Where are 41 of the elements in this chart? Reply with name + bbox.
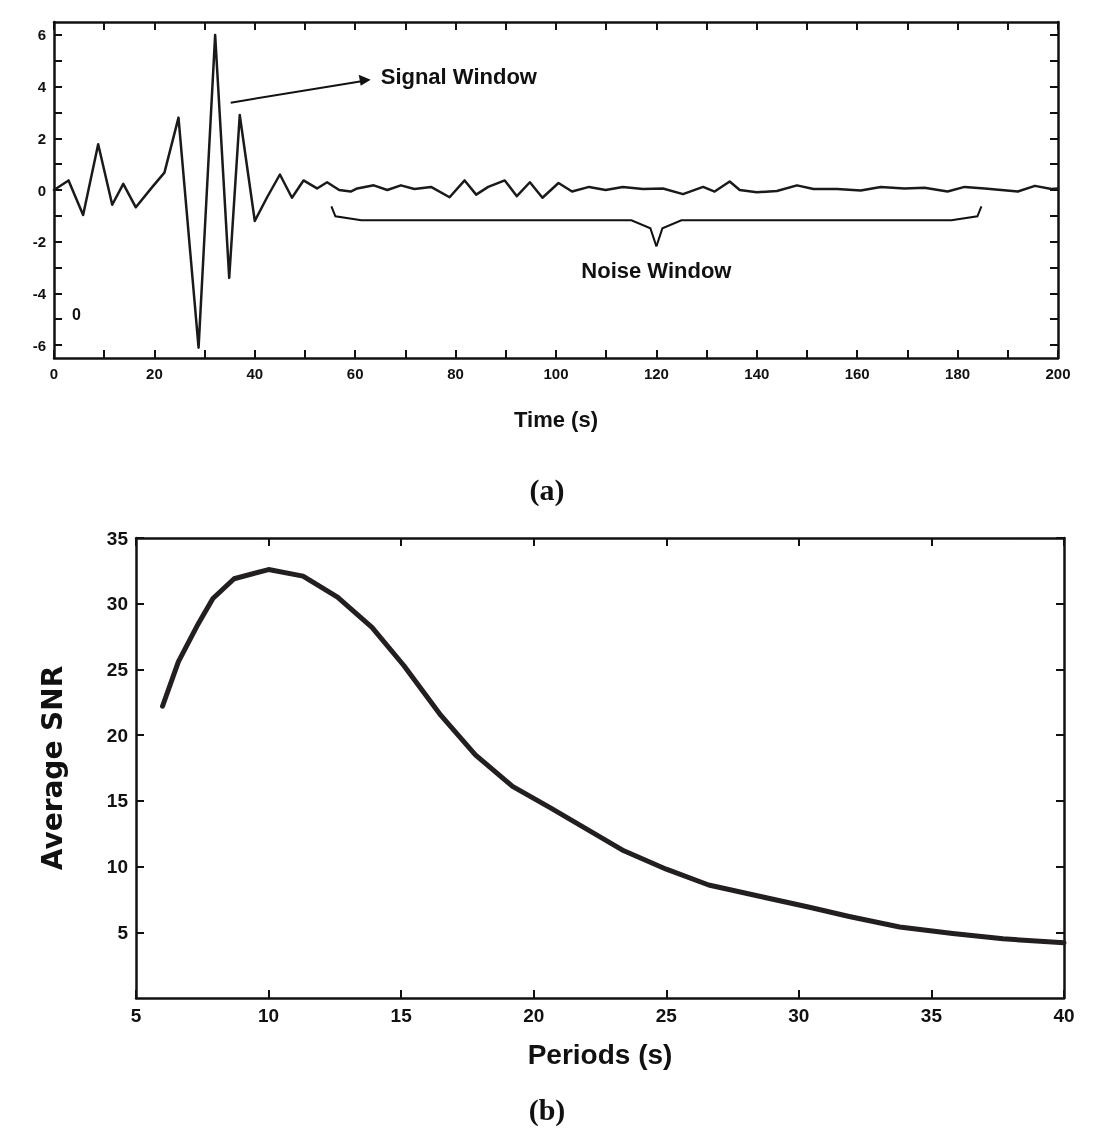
- y-tick-label: 15: [106, 790, 129, 812]
- x-axis-title: Time (s): [514, 406, 598, 432]
- y-tick-label: 30: [106, 593, 128, 615]
- y-axis-title: Average SNR: [35, 665, 69, 871]
- x-tick-label: 40: [1053, 1005, 1075, 1026]
- x-tick-label: 140: [744, 365, 770, 382]
- x-tick-label: 80: [447, 365, 464, 382]
- x-tick-label: 40: [246, 365, 264, 382]
- x-tick-label: 25: [655, 1005, 678, 1026]
- x-tick-label: 0: [49, 365, 59, 382]
- x-tick-label: 20: [523, 1005, 545, 1026]
- y-tick-label: 0: [37, 181, 46, 199]
- x-tick-label: 20: [146, 365, 163, 382]
- y-tick-label: 5: [117, 921, 129, 943]
- x-tick-label: 60: [346, 365, 364, 382]
- y-tick-label: 25: [106, 658, 129, 680]
- x-tick-label: 160: [844, 365, 870, 382]
- annotation: Noise Window: [581, 257, 733, 283]
- y-tick-label: -6: [32, 336, 46, 354]
- text: (b): [528, 1092, 566, 1127]
- x-tick-label: 120: [643, 365, 669, 382]
- y-tick-label: 20: [106, 724, 128, 746]
- x-tick-label: 100: [543, 365, 569, 382]
- y-tick-label: 4: [37, 78, 47, 96]
- x-tick-label: 5: [130, 1005, 142, 1026]
- y-tick-label: 10: [106, 856, 128, 878]
- y-tick-label: 35: [106, 527, 129, 549]
- x-axis-title: Periods (s): [527, 1038, 673, 1070]
- x-tick-label: 35: [920, 1005, 943, 1026]
- x-tick-label: 200: [1045, 365, 1071, 382]
- text: (a): [529, 472, 565, 507]
- y-tick-label: -4: [32, 284, 47, 302]
- y-tick-label: -2: [32, 233, 46, 251]
- x-tick-label: 10: [258, 1005, 280, 1026]
- y-tick-label: 2: [37, 129, 46, 147]
- x-tick-label: 15: [390, 1005, 413, 1026]
- y-tick-label: 6: [37, 26, 46, 44]
- annotation: Signal Window: [380, 64, 538, 90]
- annotation: 0: [72, 305, 82, 323]
- x-tick-label: 180: [945, 365, 971, 382]
- x-tick-label: 30: [788, 1005, 810, 1026]
